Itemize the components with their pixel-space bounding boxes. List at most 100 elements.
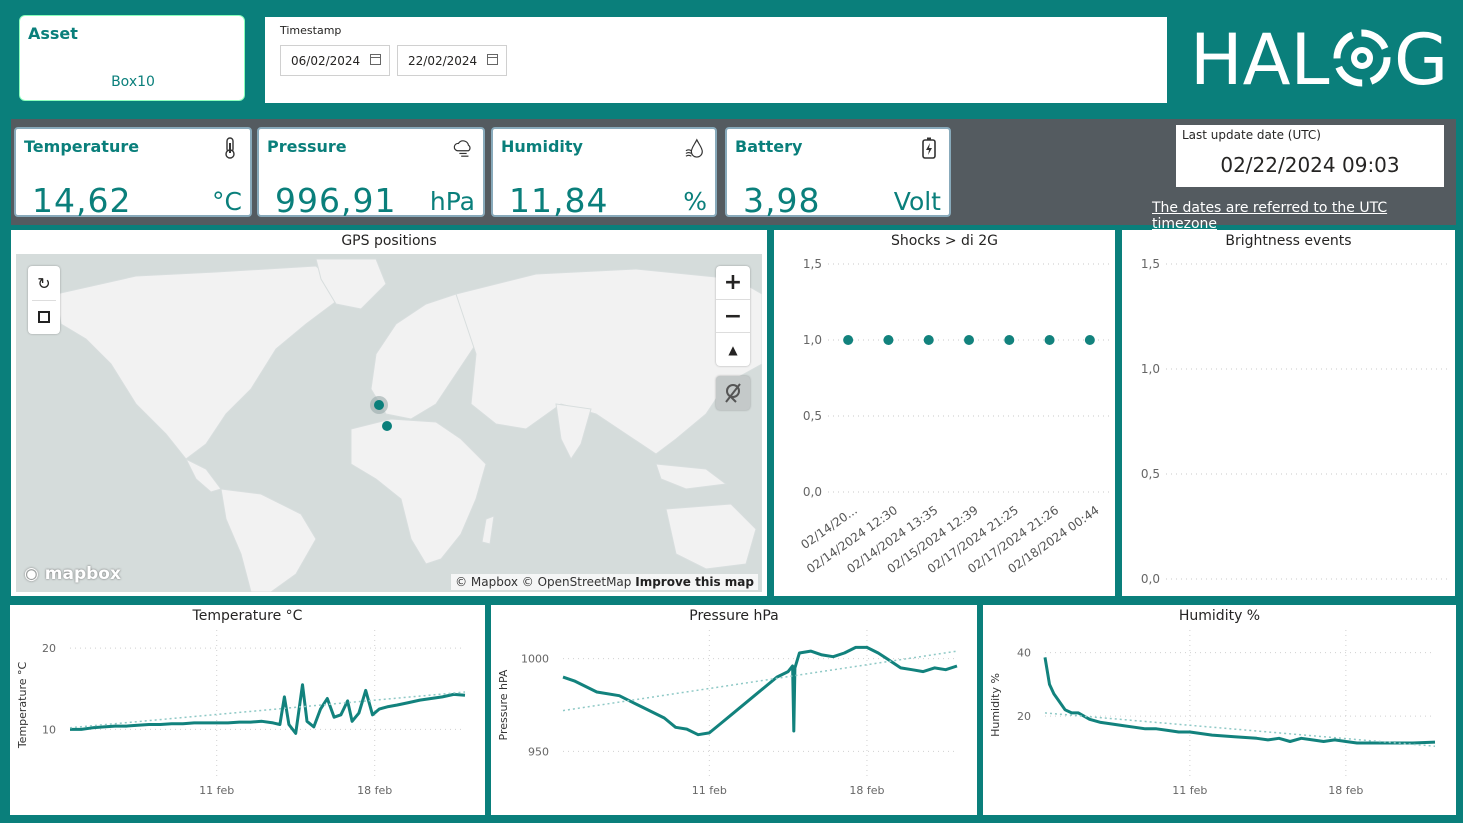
last-update-value: 02/22/2024 09:03 <box>1220 153 1400 177</box>
x-tick-label: 18 feb <box>1328 784 1363 797</box>
kpi-band: Temperature 14,62 °C Pressure 996,91 hPa… <box>11 119 1456 232</box>
kpi-pressure-title: Pressure <box>267 137 347 156</box>
select-area-tool-icon[interactable] <box>28 300 60 334</box>
y-tick-label: 1,5 <box>803 257 822 271</box>
gps-panel: GPS positions <box>11 230 767 596</box>
pressure-chart: Pressure hPA 950 1000 11 feb 18 feb <box>497 630 958 797</box>
zoom-in-button[interactable]: + <box>723 270 743 295</box>
kpi-temperature-unit: °C <box>212 187 242 216</box>
trend-line <box>562 650 958 712</box>
world-landmass <box>55 258 762 592</box>
kpi-battery-unit: Volt <box>893 187 941 216</box>
y-tick-label: 40 <box>1017 647 1031 660</box>
data-point <box>1084 335 1095 345</box>
end-date-value: 22/02/2024 <box>408 54 478 68</box>
y-tick-label: 1,0 <box>1141 362 1160 376</box>
kpi-battery-title: Battery <box>735 137 803 156</box>
x-tick-label: 11 feb <box>1172 784 1207 797</box>
pressure-chart-title: Pressure hPa <box>689 608 779 624</box>
tool-divider <box>32 300 56 301</box>
kpi-pressure: Pressure 996,91 hPa <box>257 127 485 220</box>
kpi-pressure-value: 996,91 <box>275 181 397 220</box>
shocks-chart: 0,00,51,01,502/14/20...02/14/2024 12:300… <box>798 257 1110 576</box>
logo-o-symbol <box>1333 29 1391 87</box>
x-tick-label: 18 feb <box>849 784 884 797</box>
thermometer-icon <box>225 137 235 159</box>
kpi-humidity-unit: % <box>683 187 707 216</box>
battery-icon <box>922 137 936 159</box>
shocks-panel: Shocks > di 2G 0,0 0,5 1,0 1,5 02/14/20... 02… <box>774 230 1115 596</box>
y-tick-label: 10 <box>42 723 56 736</box>
brightness-title: Brightness events <box>1225 233 1352 249</box>
humidity-chart-panel: Humidity % Humidity % 20 40 11 feb 18 feb <box>983 605 1456 815</box>
calendar-icon[interactable] <box>370 54 381 65</box>
auto-zoom-icon <box>725 383 741 403</box>
start-date-value: 06/02/2024 <box>291 54 361 68</box>
y-tick-label: 0,5 <box>1141 467 1160 481</box>
mapbox-logo: ◉ mapbox <box>24 564 121 584</box>
series-line <box>70 683 466 735</box>
data-point <box>883 335 894 345</box>
halog-logo: HAL G <box>1190 26 1446 92</box>
kpi-pressure-unit: hPa <box>429 187 475 216</box>
humidity-chart: Humidity % 20 40 11 feb 18 feb <box>989 630 1436 797</box>
kpi-temperature-value: 14,62 <box>32 181 132 220</box>
y-tick-label: 1,5 <box>1141 257 1160 271</box>
start-date-input[interactable]: 06/02/2024 <box>280 45 390 76</box>
gps-title: GPS positions <box>341 233 437 249</box>
timestamp-label: Timestamp <box>280 24 342 37</box>
logo-text-part: HAL <box>1190 26 1330 92</box>
kpi-humidity: Humidity 11,84 % <box>491 127 717 220</box>
y-tick-label: 1,0 <box>803 333 822 347</box>
utc-note-link[interactable]: The dates are referred to the UTC timezo… <box>1152 200 1388 232</box>
gps-marker[interactable] <box>382 421 392 431</box>
map-tool-group: ↻ <box>28 266 60 334</box>
last-update-label: Last update date (UTC) <box>1182 128 1321 142</box>
asset-title: Asset <box>28 24 78 43</box>
data-point <box>843 335 854 345</box>
asset-slicer[interactable]: Asset Box10 <box>19 15 245 101</box>
compass-button[interactable]: ▲ <box>716 332 750 366</box>
y-axis-label: Humidity % <box>989 673 1002 737</box>
trend-line <box>1044 712 1436 747</box>
y-tick-label: 0,0 <box>1141 572 1160 586</box>
rotate-tool-icon[interactable]: ↻ <box>37 273 51 293</box>
timestamp-slicer: Timestamp 06/02/2024 22/02/2024 <box>265 17 1167 103</box>
kpi-battery: Battery 3,98 Volt <box>725 127 951 220</box>
cloud-icon <box>453 140 471 157</box>
kpi-humidity-value: 11,84 <box>509 181 609 220</box>
calendar-icon[interactable] <box>487 54 498 65</box>
zoom-out-button[interactable]: − <box>716 299 750 332</box>
gps-map[interactable]: ↻ + − ▲ ◉ mapbox © Mapbox © OpenStreetMa… <box>16 254 762 592</box>
end-date-input[interactable]: 22/02/2024 <box>397 45 507 76</box>
y-tick-label: 950 <box>528 745 549 758</box>
y-axis-label: Temperature °C <box>16 662 29 750</box>
asset-value[interactable]: Box10 <box>111 74 155 90</box>
temperature-chart-panel: Temperature °C Temperature °C 10 20 11 feb 1… <box>10 605 485 815</box>
water-drop-icon <box>685 138 703 158</box>
series-line <box>562 645 958 737</box>
trend-line <box>69 691 466 729</box>
kpi-temperature-title: Temperature <box>24 137 140 156</box>
kpi-temperature: Temperature 14,62 °C <box>14 127 252 220</box>
improve-map-link[interactable]: Improve this map <box>635 575 754 589</box>
x-tick-label: 11 feb <box>199 784 234 797</box>
data-point <box>1004 335 1015 345</box>
gps-marker[interactable] <box>374 400 384 410</box>
mapbox-logo-icon: ◉ <box>24 564 39 584</box>
y-tick-label: 0,5 <box>803 409 822 423</box>
logo-text-g: G <box>1394 26 1446 92</box>
mapbox-logo-text: mapbox <box>44 564 121 584</box>
auto-zoom-button[interactable] <box>716 376 750 410</box>
kpi-humidity-title: Humidity <box>501 137 583 156</box>
shocks-title: Shocks > di 2G <box>890 233 999 249</box>
x-tick-label: 11 feb <box>692 784 727 797</box>
temperature-chart-title: Temperature °C <box>192 608 303 624</box>
map-zoom-controls: + − ▲ <box>716 266 750 366</box>
y-tick-label: 20 <box>1017 710 1031 723</box>
attribution-text[interactable]: © Mapbox © OpenStreetMap <box>455 575 632 589</box>
y-axis-label: Pressure hPA <box>497 669 510 740</box>
y-tick-label: 20 <box>42 642 56 655</box>
temperature-chart: Temperature °C 10 20 11 feb 18 feb <box>16 630 466 797</box>
gps-markers <box>370 396 392 431</box>
